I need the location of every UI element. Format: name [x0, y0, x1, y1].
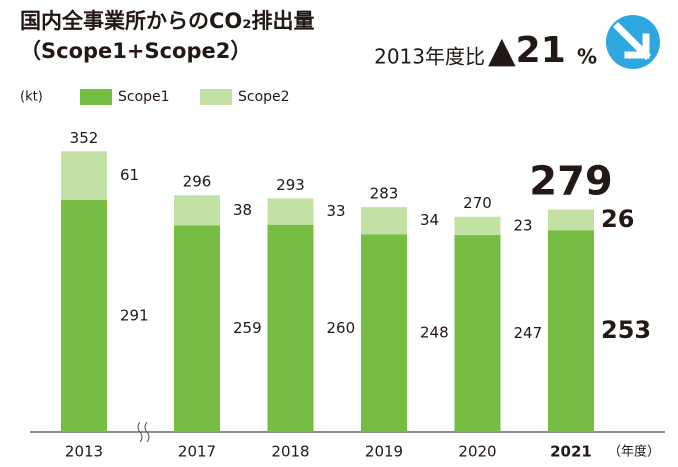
total-label: 296 — [183, 173, 212, 191]
value-label: 38 — [233, 201, 252, 219]
bar-segment — [174, 195, 220, 226]
value-label: 260 — [327, 319, 356, 337]
bar-segment — [548, 209, 594, 231]
bar-segment — [267, 224, 314, 432]
total-label: 279 — [529, 159, 613, 205]
total-label: 270 — [463, 194, 492, 212]
bar-segment — [174, 225, 220, 432]
legend-label: Scope2 — [238, 89, 290, 105]
x-unit-label: （年度） — [608, 444, 660, 460]
legend-label: Scope1 — [118, 89, 170, 105]
bar-segment — [361, 234, 407, 432]
legend-swatch — [200, 89, 232, 105]
x-tick-label: 2017 — [178, 443, 216, 461]
value-label: 291 — [120, 306, 149, 324]
x-tick-label: 2018 — [271, 443, 309, 461]
x-tick-label: 2019 — [365, 443, 403, 461]
bar-segment — [61, 151, 107, 200]
annotation-value: ▲21 — [488, 30, 566, 71]
chart-title: 国内全事業所からのCO₂排出量 — [20, 9, 314, 33]
total-label: 352 — [70, 129, 99, 147]
unit-label: (kt) — [20, 90, 43, 105]
bar-segment — [548, 230, 594, 432]
bar-segment — [454, 216, 501, 236]
value-label: 23 — [514, 216, 533, 234]
bar-segment — [267, 198, 314, 225]
total-label: 283 — [370, 185, 399, 203]
value-label: 33 — [327, 202, 346, 220]
total-label: 293 — [276, 176, 305, 194]
bar-segment — [61, 199, 107, 432]
x-tick-label: 2020 — [458, 443, 496, 461]
value-label: 26 — [601, 205, 634, 233]
legend-swatch — [80, 89, 112, 105]
value-label: 247 — [514, 324, 543, 342]
bar-segment — [361, 207, 407, 235]
chart-subtitle: （Scope1+Scope2） — [20, 39, 251, 63]
x-tick-label: 2013 — [65, 443, 103, 461]
down-arrow-icon — [606, 15, 660, 69]
value-label: 34 — [420, 211, 439, 229]
value-label: 61 — [120, 166, 139, 184]
value-label: 248 — [420, 324, 449, 342]
value-label: 253 — [601, 316, 651, 344]
x-tick-label: 2021 — [550, 443, 592, 461]
bar-segment — [454, 235, 501, 432]
value-label: 259 — [233, 319, 262, 337]
annotation-unit: % — [577, 45, 597, 69]
annotation-prefix: 2013年度比 — [374, 45, 485, 69]
axis-break — [137, 421, 150, 443]
